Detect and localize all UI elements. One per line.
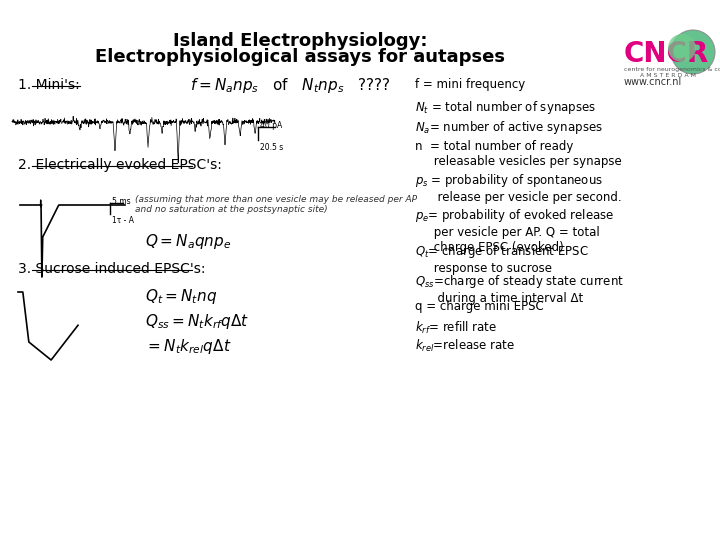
Text: $N_a$= number of active synapses: $N_a$= number of active synapses bbox=[415, 119, 603, 136]
Text: $N_t$ = total number of synapses: $N_t$ = total number of synapses bbox=[415, 99, 596, 116]
Text: f = mini frequency: f = mini frequency bbox=[415, 78, 526, 91]
Text: $Q_t = N_t n q$: $Q_t = N_t n q$ bbox=[145, 287, 217, 306]
Text: $= N_t k_{rel} q \Delta t$: $= N_t k_{rel} q \Delta t$ bbox=[145, 337, 232, 356]
Text: 1. Mini's:: 1. Mini's: bbox=[18, 78, 80, 92]
Text: $Q_t$= charge of transient EPSC
     response to sucrose: $Q_t$= charge of transient EPSC response… bbox=[415, 243, 589, 275]
Text: $k_{rf}$= refill rate: $k_{rf}$= refill rate bbox=[415, 320, 497, 336]
Circle shape bbox=[668, 34, 696, 62]
Circle shape bbox=[671, 30, 715, 74]
Text: $k_{rel}$=release rate: $k_{rel}$=release rate bbox=[415, 338, 515, 354]
Text: 3. Sucrose induced EPSC's:: 3. Sucrose induced EPSC's: bbox=[18, 262, 205, 276]
Text: (assuming that more than one vesicle may be released per AP
and no saturation at: (assuming that more than one vesicle may… bbox=[135, 195, 417, 214]
Text: n  = total number of ready
     releasable vesicles per synapse: n = total number of ready releasable ves… bbox=[415, 140, 622, 168]
Text: CNCR: CNCR bbox=[624, 40, 709, 68]
Text: $Q_{ss} = N_t k_{rf} q \Delta t$: $Q_{ss} = N_t k_{rf} q \Delta t$ bbox=[145, 312, 249, 331]
Text: $Q = N_a q n p_e$: $Q = N_a q n p_e$ bbox=[145, 232, 231, 251]
Text: 2. Electrically evoked EPSC's:: 2. Electrically evoked EPSC's: bbox=[18, 158, 222, 172]
Text: 40 pA: 40 pA bbox=[260, 121, 282, 130]
Text: centre for neurogenomics & cognitive research
        A M S T E R D A M: centre for neurogenomics & cognitive res… bbox=[624, 67, 720, 78]
Text: $f = N_a n p_s$   of   $N_t n p_s$   ????: $f = N_a n p_s$ of $N_t n p_s$ ???? bbox=[190, 76, 391, 95]
Text: $p_e$= probability of evoked release
     per vesicle per AP. Q = total
     cha: $p_e$= probability of evoked release per… bbox=[415, 207, 614, 254]
Text: 20.5 s: 20.5 s bbox=[260, 143, 283, 152]
Text: Island Electrophysiology:: Island Electrophysiology: bbox=[173, 32, 427, 50]
Text: 5 ms: 5 ms bbox=[112, 197, 130, 206]
Text: www.cncr.nl: www.cncr.nl bbox=[624, 77, 683, 87]
Text: q = charge mini EPSC: q = charge mini EPSC bbox=[415, 300, 544, 313]
Text: Electrophysiological assays for autapses: Electrophysiological assays for autapses bbox=[95, 48, 505, 66]
Text: $Q_{ss}$=charge of steady state current
      during a time interval Δt: $Q_{ss}$=charge of steady state current … bbox=[415, 273, 624, 305]
Text: 1τ - A: 1τ - A bbox=[112, 216, 134, 225]
Text: $p_s$ = probability of spontaneous
      release per vesicle per second.: $p_s$ = probability of spontaneous relea… bbox=[415, 172, 621, 204]
